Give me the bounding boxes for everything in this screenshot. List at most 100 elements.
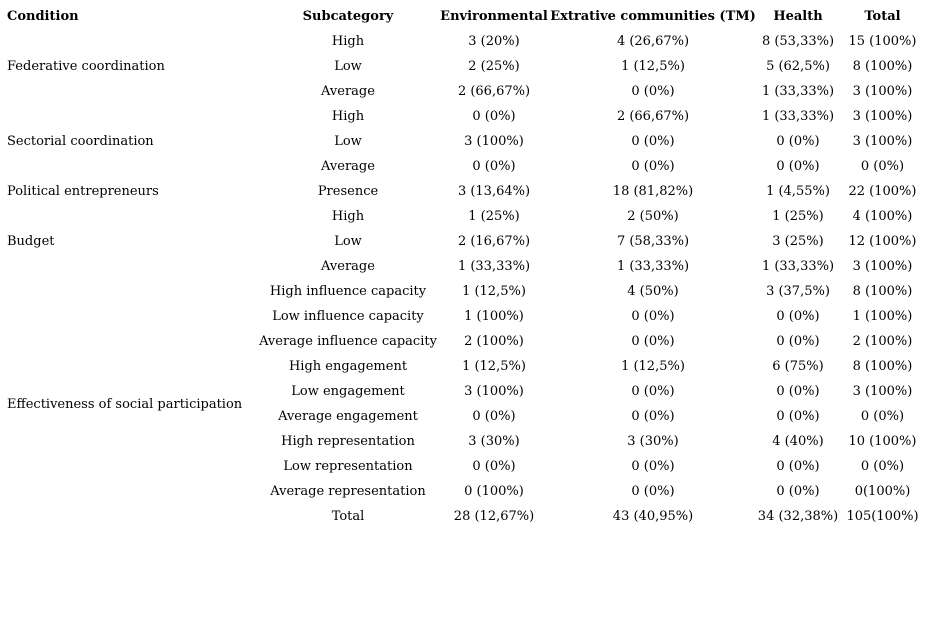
environmental-cell: 28 (12,67%) (453, 509, 535, 524)
total-cell: 8 (100%) (852, 59, 913, 74)
environmental-cell: 0 (0%) (472, 159, 516, 174)
header-subcategory: Subcategory (302, 9, 394, 24)
extrative-cell: 0 (0%) (631, 409, 675, 424)
environmental-cell: 1 (100%) (464, 309, 524, 324)
health-cell: 0 (0%) (776, 384, 820, 399)
health-cell: 0 (0%) (776, 134, 820, 149)
environmental-cell: 2 (66,67%) (457, 84, 531, 99)
environmental-cell: 3 (100%) (464, 134, 524, 149)
extrative-cell: 4 (50%) (627, 284, 679, 299)
environmental-cell: 0 (100%) (464, 484, 524, 499)
subcategory-cell: Presence (317, 184, 379, 199)
table-row: Federative coordination High 3 (20%) 4 (… (0, 29, 925, 74)
table-row: Low representation 0 (0%) 0 (0%) 0 (0%) … (0, 454, 925, 479)
subcategory-cell: Low (334, 59, 362, 74)
table-row: Low engagement 3 (100%) 0 (0%) 0 (0%) 3 … (0, 379, 925, 404)
extrative-cell: 0 (0%) (631, 334, 675, 349)
table-row: High representation 3 (30%) 3 (30%) 4 (4… (0, 429, 925, 454)
subcategory-cell: Low (334, 234, 362, 249)
total-cell: 3 (100%) (852, 134, 913, 149)
subcategory-cell: High (331, 109, 365, 124)
total-cell: 10 (100%) (848, 434, 917, 449)
header-environmental: Environmental (440, 9, 548, 24)
subcategory-cell: Average (321, 159, 375, 174)
environmental-cell: 0 (0%) (472, 109, 516, 124)
extrative-cell: 0 (0%) (631, 134, 675, 149)
table-row: Average influence capacity 2 (100%) 0 (0… (0, 329, 925, 354)
environmental-cell: 1 (33,33%) (457, 259, 531, 274)
total-cell: 22 (100%) (848, 184, 917, 199)
conditions-results-table: Condition Subcategory Environmental Extr… (0, 4, 925, 529)
environmental-cell: 0 (0%) (472, 459, 516, 474)
extrative-cell: 1 (12,5%) (621, 59, 685, 74)
subcategory-cell: Average engagement (278, 409, 418, 424)
table-row: Average representation 0 (100%) 0 (0%) 0… (0, 479, 925, 504)
table-row: Average 1 (33,33%) 1 (33,33%) 1 (33,33%)… (0, 254, 925, 279)
subcategory-cell: High (331, 209, 365, 224)
table-row: Low influence capacity 1 (100%) 0 (0%) 0… (0, 304, 925, 329)
total-cell: 1 (100%) (852, 309, 913, 324)
health-cell: 5 (62,5%) (766, 59, 830, 74)
subcategory-cell: Low influence capacity (272, 309, 424, 324)
extrative-cell: 18 (81,82%) (612, 184, 694, 199)
health-cell: 1 (33,33%) (761, 84, 835, 99)
subcategory-cell: Low (334, 134, 362, 149)
subcategory-cell: Average (321, 259, 375, 274)
health-cell: 1 (33,33%) (761, 109, 835, 124)
extrative-cell: 43 (40,95%) (612, 509, 694, 524)
table-row: Sectorial coordination High 0 (0%) 2 (66… (0, 104, 925, 149)
health-cell: 8 (53,33%) (761, 34, 835, 49)
total-cell: 15 (100%) (848, 34, 917, 49)
header-condition: Condition (7, 9, 79, 24)
health-cell: 0 (0%) (776, 459, 820, 474)
total-cell: 0 (0%) (860, 459, 905, 474)
header-extrative-communities: Extrative communities (TM) (550, 9, 756, 24)
header-health: Health (773, 9, 823, 24)
table-row: Low 2 (25%) 1 (12,5%) 5 (62,5%) 8 (100%) (0, 54, 925, 79)
total-cell: 3 (100%) (852, 384, 913, 399)
health-cell: 3 (37,5%) (766, 284, 830, 299)
subcategory-cell: High engagement (288, 359, 408, 374)
condition-federative-coordination: Federative coordination (7, 59, 165, 74)
health-cell: 0 (0%) (776, 409, 820, 424)
condition-budget: Budget (7, 234, 55, 249)
extrative-cell: 0 (0%) (631, 484, 675, 499)
subcategory-cell: High representation (281, 434, 415, 449)
subcategory-cell: Low engagement (291, 384, 405, 399)
subcategory-cell: Average (321, 84, 375, 99)
total-cell: 8 (100%) (852, 359, 913, 374)
subcategory-cell: Average representation (270, 484, 426, 499)
environmental-cell: 3 (100%) (464, 384, 524, 399)
extrative-cell: 0 (0%) (631, 309, 675, 324)
health-cell: 3 (25%) (772, 234, 824, 249)
header-total: Total (864, 9, 901, 24)
header-row: Condition Subcategory Environmental Extr… (0, 4, 925, 29)
extrative-cell: 0 (0%) (631, 459, 675, 474)
total-cell: 0 (0%) (860, 159, 905, 174)
total-cell: 0(100%) (854, 484, 911, 499)
condition-effectiveness-social-participation: Effectiveness of social participation (7, 396, 243, 412)
environmental-cell: 1 (12,5%) (462, 284, 526, 299)
extrative-cell: 4 (26,67%) (616, 34, 690, 49)
health-cell: 4 (40%) (772, 434, 824, 449)
health-cell: 0 (0%) (776, 159, 820, 174)
table-row: Average 0 (0%) 0 (0%) 0 (0%) 0 (0%) (0, 154, 925, 179)
environmental-cell: 1 (25%) (468, 209, 520, 224)
total-cell: 3 (100%) (852, 109, 913, 124)
table-row: Average 2 (66,67%) 0 (0%) 1 (33,33%) 3 (… (0, 79, 925, 104)
environmental-cell: 2 (16,67%) (457, 234, 531, 249)
environmental-cell: 2 (100%) (464, 334, 524, 349)
health-cell: 34 (32,38%) (757, 509, 839, 524)
total-cell: 12 (100%) (848, 234, 917, 249)
environmental-cell: 0 (0%) (472, 409, 516, 424)
health-cell: 1 (33,33%) (761, 259, 835, 274)
extrative-cell: 7 (58,33%) (616, 234, 690, 249)
subcategory-cell: Total (331, 509, 365, 524)
health-cell: 0 (0%) (776, 309, 820, 324)
total-cell: 2 (100%) (852, 334, 913, 349)
total-cell: 4 (100%) (852, 209, 913, 224)
health-cell: 1 (4,55%) (766, 184, 830, 199)
subcategory-cell: High (331, 34, 365, 49)
extrative-cell: 2 (50%) (627, 209, 679, 224)
condition-political-entrepreneurs: Political entrepreneurs (7, 184, 159, 199)
